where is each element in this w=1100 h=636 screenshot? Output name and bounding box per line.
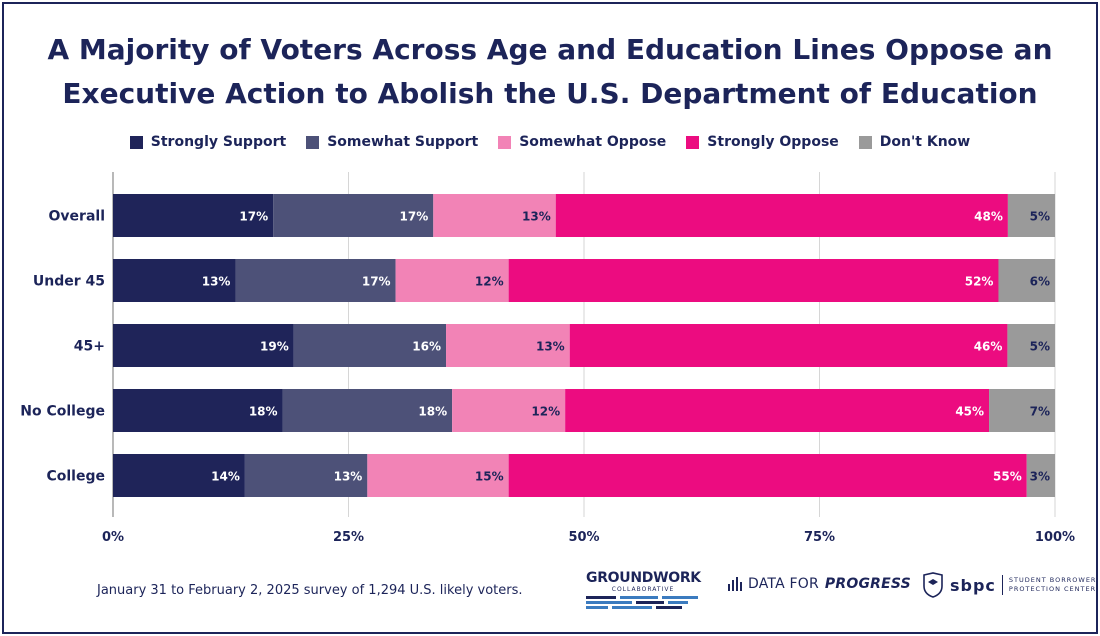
groundwork-stripes-icon [586, 596, 698, 609]
data-label: 12% [475, 275, 504, 289]
bar-segment [555, 194, 1008, 237]
bar-segment [282, 389, 453, 432]
category-label: Overall [49, 209, 105, 225]
sbpc-wordmark: sbpc [950, 575, 996, 595]
data-label: 18% [418, 405, 447, 419]
category-label: 45+ [74, 339, 105, 355]
groundwork-wordmark: GROUNDWORK [586, 570, 701, 586]
dfp-text-regular: DATA FOR [748, 576, 819, 592]
data-label: 17% [362, 275, 391, 289]
x-tick-label: 0% [102, 530, 124, 545]
legend-item-dont-know: Don't Know [858, 134, 971, 150]
bar-chart-icon [728, 577, 742, 591]
data-label: 19% [260, 340, 289, 354]
data-label: 15% [475, 470, 504, 484]
data-label: 5% [1030, 210, 1050, 224]
data-label: 45% [955, 405, 984, 419]
legend-label: Strongly Oppose [707, 134, 839, 150]
bar-segment [367, 454, 509, 497]
data-label: 6% [1030, 275, 1050, 289]
legend-item-somewhat-support: Somewhat Support [306, 134, 478, 150]
shield-icon [923, 572, 943, 598]
legend-label: Strongly Support [150, 134, 287, 150]
title-line-2: Executive Action to Abolish the U.S. Dep… [62, 77, 1038, 110]
data-label: 52% [965, 275, 994, 289]
category-label: No College [20, 404, 105, 420]
legend-swatch [129, 135, 143, 149]
data-label: 5% [1030, 340, 1050, 354]
chart-title: A Majority of Voters Across Age and Educ… [0, 28, 1100, 116]
legend-swatch [858, 135, 872, 149]
bar-segment [293, 324, 447, 367]
sbpc-name-line-2: PROTECTION CENTER [1008, 585, 1097, 593]
bar-segment [113, 194, 274, 237]
bar-segment [508, 259, 999, 302]
bar-segment [113, 389, 283, 432]
bar-segment [565, 389, 990, 432]
bar-segment [244, 454, 368, 497]
legend: Strongly Support Somewhat Support Somewh… [0, 131, 1100, 153]
data-label: 13% [522, 210, 551, 224]
data-label: 14% [211, 470, 240, 484]
data-label: 7% [1030, 405, 1050, 419]
bar-segment [113, 454, 245, 497]
bar-segment [235, 259, 396, 302]
bar-segment [1026, 454, 1055, 497]
x-tick-label: 50% [568, 530, 599, 545]
legend-label: Don't Know [879, 134, 971, 150]
bar-segment [998, 259, 1055, 302]
data-label: 17% [400, 210, 429, 224]
legend-label: Somewhat Support [327, 134, 479, 150]
data-for-progress-logo: DATA FOR PROGRESS [728, 576, 911, 592]
bar-segment [273, 194, 434, 237]
data-label: 13% [536, 340, 565, 354]
bar-segment [446, 324, 570, 367]
legend-item-strongly-support: Strongly Support [129, 134, 287, 150]
data-label: 17% [239, 210, 268, 224]
bar-segment [508, 454, 1027, 497]
legend-swatch [306, 135, 320, 149]
data-label: 12% [531, 405, 560, 419]
sbpc-name-line-1: STUDENT BORROWER [1008, 576, 1097, 584]
data-label: 3% [1030, 470, 1050, 484]
x-tick-label: 25% [333, 530, 364, 545]
data-label: 16% [412, 340, 441, 354]
data-label: 13% [334, 470, 363, 484]
legend-item-somewhat-oppose: Somewhat Oppose [498, 134, 666, 150]
bar-segment [452, 389, 566, 432]
dfp-text-bold: PROGRESS [824, 576, 911, 592]
sbpc-logo: sbpc STUDENT BORROWER PROTECTION CENTER [922, 572, 1096, 598]
bar-segment [433, 194, 556, 237]
title-line-1: A Majority of Voters Across Age and Educ… [47, 33, 1053, 66]
legend-label: Somewhat Oppose [519, 134, 667, 150]
legend-swatch [498, 135, 512, 149]
legend-swatch [686, 135, 700, 149]
bar-segment [569, 324, 1008, 367]
x-tick-label: 75% [804, 530, 835, 545]
sbpc-divider [1001, 575, 1003, 595]
sbpc-name: STUDENT BORROWER PROTECTION CENTER [1009, 576, 1097, 594]
bar-segment [989, 389, 1055, 432]
survey-note: January 31 to February 2, 2025 survey of… [97, 583, 523, 598]
bar-segment [113, 259, 236, 302]
data-label: 55% [993, 470, 1022, 484]
data-label: 13% [202, 275, 231, 289]
bar-segment [1007, 194, 1055, 237]
groundwork-subtitle: COLLABORATIVE [611, 586, 675, 593]
data-label: 18% [249, 405, 278, 419]
x-tick-label: 100% [1035, 530, 1075, 545]
bar-segment [395, 259, 509, 302]
legend-item-strongly-oppose: Strongly Oppose [686, 134, 839, 150]
groundwork-logo: GROUNDWORK COLLABORATIVE [586, 570, 701, 609]
bar-segment [113, 324, 294, 367]
category-label: College [46, 469, 105, 485]
bar-segment [1007, 324, 1055, 367]
data-label: 46% [974, 340, 1003, 354]
data-label: 48% [974, 210, 1003, 224]
category-label: Under 45 [33, 274, 105, 290]
